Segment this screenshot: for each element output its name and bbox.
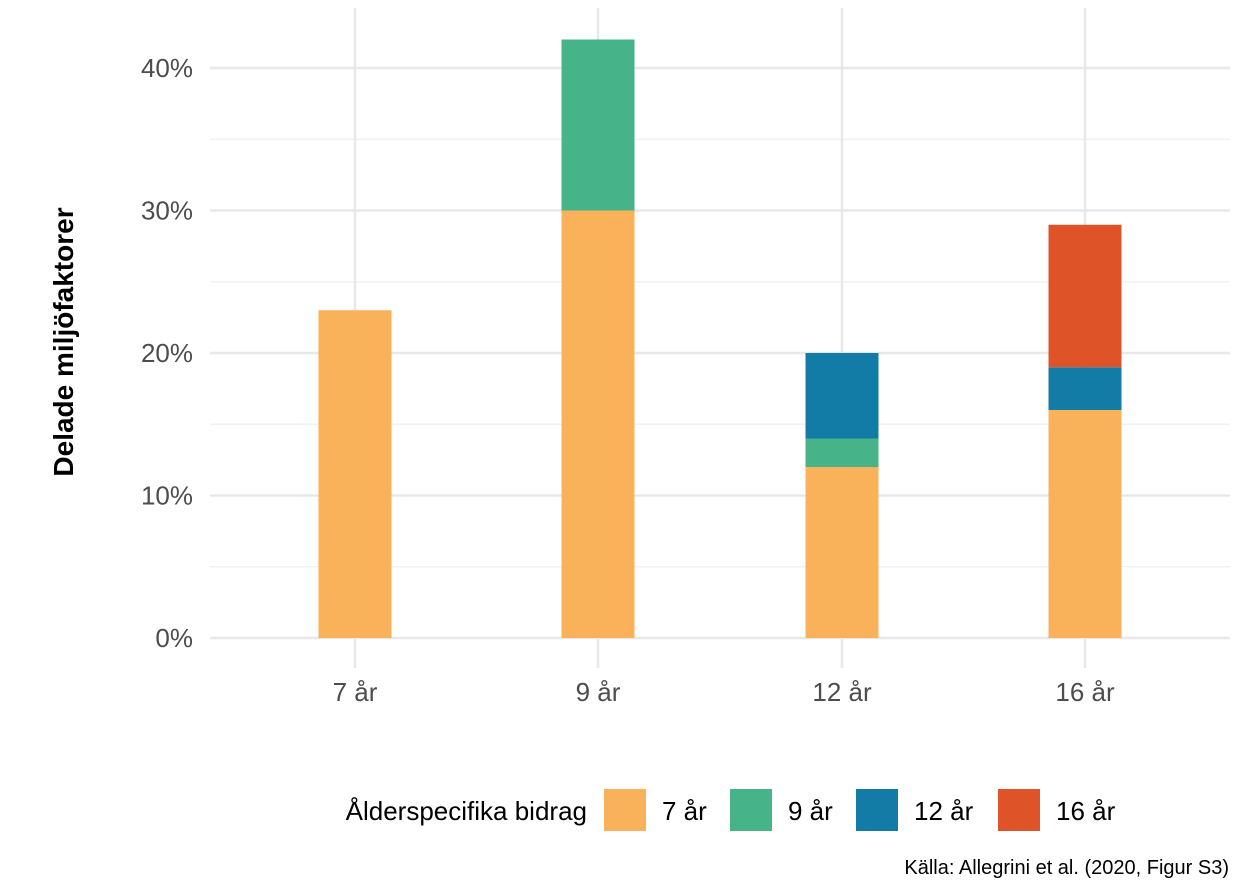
y-tick-label: 30% (141, 196, 193, 226)
y-tick-label: 0% (155, 623, 193, 653)
bar-segment (1048, 367, 1122, 410)
y-tick-label: 20% (141, 338, 193, 368)
bar-segment (1048, 410, 1122, 638)
legend-swatch (856, 789, 898, 831)
y-tick-label: 40% (141, 53, 193, 83)
x-axis-tick-labels: 7 år 9 år 12 år 16 år (333, 677, 1115, 707)
y-tick-label: 10% (141, 481, 193, 511)
legend-item-label: 7 år (662, 796, 707, 826)
source-caption: Källa: Allegrini et al. (2020, Figur S3) (904, 857, 1229, 879)
legend-swatch (730, 789, 772, 831)
bar-segment (805, 353, 879, 439)
bar-segment (805, 467, 879, 638)
legend-item-label: 16 år (1056, 796, 1116, 826)
bar-segment (318, 310, 392, 638)
x-tick-label: 9 år (576, 677, 621, 707)
legend-item-label: 12 år (914, 796, 974, 826)
y-axis-title: Delade miljöfaktorer (48, 207, 79, 476)
legend-swatch (604, 789, 646, 831)
legend: Ålderspecifika bidrag 7 år 9 år 12 år 16 år (346, 789, 1116, 831)
bar-segment (561, 39, 635, 211)
x-tick-label: 7 år (333, 677, 378, 707)
legend-item-label: 9 år (788, 796, 833, 826)
bars (318, 39, 1122, 638)
bar-segment (805, 438, 879, 467)
y-axis-tick-labels: 0% 10% 20% 30% 40% (141, 53, 193, 653)
legend-title: Ålderspecifika bidrag (346, 796, 587, 826)
bar-segment (561, 210, 635, 638)
x-tick-label: 16 år (1055, 677, 1115, 707)
bar-segment (1048, 224, 1122, 368)
x-tick-label: 12 år (812, 677, 872, 707)
legend-swatch (998, 789, 1040, 831)
